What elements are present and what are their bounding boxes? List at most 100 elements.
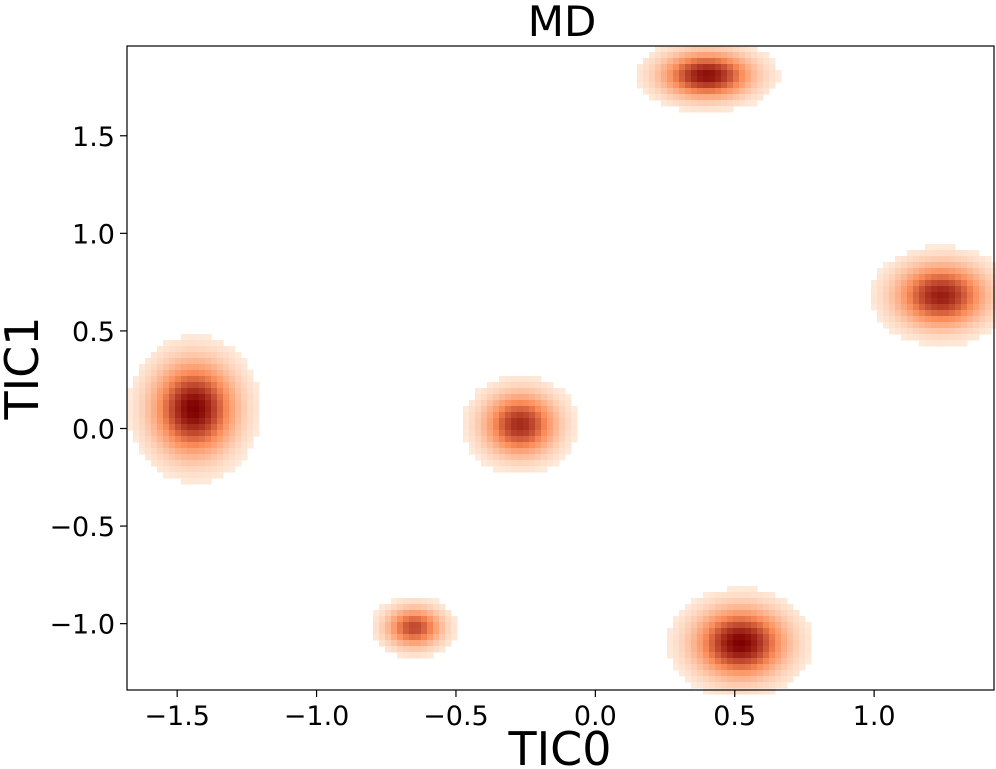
density-cell	[217, 448, 224, 455]
density-cell	[223, 364, 230, 371]
density-cell	[565, 430, 572, 437]
density-cell	[949, 244, 956, 251]
density-cell	[955, 262, 962, 269]
density-cell	[733, 88, 740, 95]
density-cell	[181, 454, 188, 461]
density-cell	[691, 658, 698, 665]
density-cell	[925, 310, 932, 317]
density-cell	[439, 610, 446, 617]
density-cell	[691, 640, 698, 647]
density-cell	[931, 334, 938, 341]
density-cell	[907, 286, 914, 293]
density-cell	[895, 328, 902, 335]
density-cell	[973, 328, 980, 335]
density-cell	[727, 100, 734, 107]
density-cell	[877, 268, 884, 275]
density-cell	[529, 412, 536, 419]
density-cell	[235, 460, 242, 467]
density-cell	[937, 268, 944, 275]
density-cell	[745, 676, 752, 683]
density-cell	[217, 436, 224, 443]
density-cell	[223, 454, 230, 461]
density-cell	[481, 394, 488, 401]
density-cell	[979, 328, 986, 335]
density-cell	[157, 388, 164, 395]
density-cell	[235, 412, 242, 419]
density-cell	[943, 262, 950, 269]
density-cell	[685, 94, 692, 101]
density-cell	[385, 622, 392, 629]
density-cell	[139, 412, 146, 419]
density-cell	[217, 364, 224, 371]
density-cell	[721, 64, 728, 71]
density-cell	[439, 628, 446, 635]
density-cell	[391, 622, 398, 629]
density-cell	[187, 412, 194, 419]
density-cell	[901, 328, 908, 335]
density-cell	[961, 334, 968, 341]
density-cell	[955, 268, 962, 275]
density-cell	[937, 328, 944, 335]
density-cell	[781, 604, 788, 611]
density-cell	[727, 634, 734, 641]
density-cell	[721, 52, 728, 59]
density-cell	[895, 316, 902, 323]
density-cell	[157, 400, 164, 407]
density-cell	[781, 628, 788, 635]
density-cell	[655, 76, 662, 83]
density-cell	[565, 418, 572, 425]
density-cell	[169, 442, 176, 449]
density-cell	[673, 664, 680, 671]
density-cell	[535, 430, 542, 437]
density-cell	[385, 610, 392, 617]
density-cell	[985, 256, 992, 263]
density-cell	[253, 400, 260, 407]
density-cell	[481, 430, 488, 437]
density-cell	[739, 670, 746, 677]
density-cell	[139, 406, 146, 413]
density-cell	[463, 418, 470, 425]
density-cell	[463, 436, 470, 443]
density-cell	[709, 58, 716, 65]
density-cell	[163, 466, 170, 473]
density-cell	[691, 106, 698, 113]
density-cell	[451, 622, 458, 629]
density-cell	[727, 610, 734, 617]
density-cell	[235, 454, 242, 461]
density-cell	[187, 370, 194, 377]
density-cell	[205, 418, 212, 425]
density-cell	[691, 598, 698, 605]
density-cell	[151, 388, 158, 395]
density-cell	[199, 460, 206, 467]
density-cell	[709, 94, 716, 101]
density-cell	[193, 478, 200, 485]
density-cell	[943, 304, 950, 311]
density-cell	[157, 442, 164, 449]
density-cell	[697, 64, 704, 71]
density-cell	[793, 640, 800, 647]
density-cell	[145, 418, 152, 425]
density-cell	[961, 298, 968, 305]
density-cell	[229, 352, 236, 359]
density-cell	[505, 418, 512, 425]
density-cell	[721, 664, 728, 671]
density-cell	[181, 478, 188, 485]
density-cell	[145, 382, 152, 389]
density-cell	[907, 304, 914, 311]
density-cell	[733, 64, 740, 71]
density-cell	[757, 64, 764, 71]
density-cell	[799, 628, 806, 635]
density-cell	[487, 406, 494, 413]
density-cell	[541, 418, 548, 425]
density-cell	[691, 676, 698, 683]
density-cell	[211, 394, 218, 401]
density-cell	[685, 634, 692, 641]
density-cell	[553, 394, 560, 401]
density-cell	[223, 460, 230, 467]
density-cell	[961, 268, 968, 275]
density-cell	[217, 394, 224, 401]
density-cell	[709, 658, 716, 665]
density-cell	[961, 262, 968, 269]
density-cell	[733, 640, 740, 647]
density-cell	[205, 478, 212, 485]
